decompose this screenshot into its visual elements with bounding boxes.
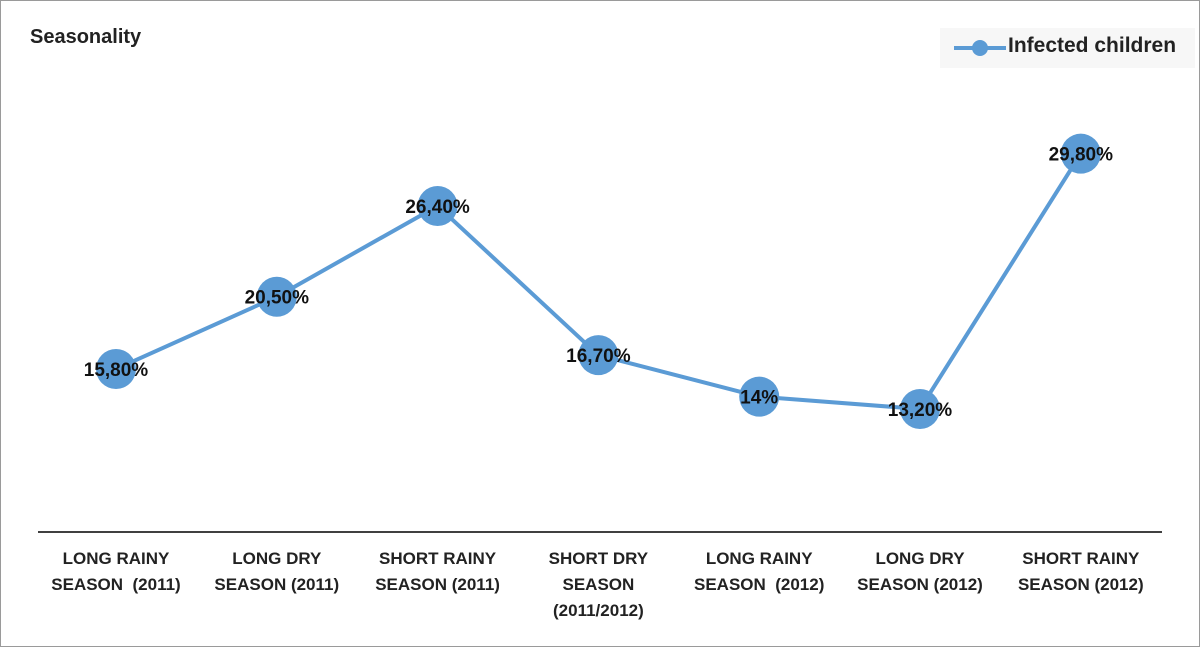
- category-label: SHORT DRY SEASON (2011/2012): [523, 546, 673, 624]
- category-label-line: SHORT DRY: [548, 549, 649, 568]
- category-label: LONG DRY SEASON (2011): [202, 546, 352, 598]
- data-label: 16,70%: [566, 346, 631, 367]
- category-label: SHORT RAINY SEASON (2011): [363, 546, 513, 598]
- category-label-line: SHORT RAINY: [379, 549, 497, 568]
- category-label-line: SEASON (2012): [857, 575, 983, 594]
- category-label-line: LONG DRY: [875, 549, 965, 568]
- data-label: 20,50%: [245, 288, 310, 309]
- category-label: LONG RAINY SEASON (2011): [41, 546, 191, 598]
- category-label: LONG RAINY SEASON (2012): [684, 546, 834, 598]
- data-label: 15,80%: [84, 360, 149, 381]
- data-point: [1060, 133, 1101, 174]
- category-label-line: SEASON (2011): [51, 575, 181, 594]
- data-point: [96, 348, 136, 389]
- category-label-line: SEASON (2012): [693, 575, 825, 594]
- category-label-line: LONG RAINY: [705, 549, 813, 568]
- legend-label: Infected children: [1008, 34, 1177, 57]
- category-label-line: LONG DRY: [232, 549, 322, 568]
- data-point: [739, 376, 780, 417]
- chart-title: Seasonality: [30, 26, 142, 48]
- category-label-line: (2011/2012): [553, 601, 644, 620]
- category-label-line: SEASON (2012): [1017, 575, 1144, 594]
- category-label-line: LONG RAINY: [62, 549, 170, 568]
- data-label: 13,20%: [888, 400, 953, 421]
- category-label: LONG DRY SEASON (2012): [845, 546, 995, 598]
- data-label: 29,80%: [1049, 145, 1114, 166]
- data-label: 26,40%: [405, 197, 470, 218]
- legend-marker: [954, 40, 1006, 56]
- category-label: SHORT RAINY SEASON (2012): [1006, 546, 1156, 598]
- legend: Infected children: [940, 28, 1195, 68]
- category-label-line: SEASON (2011): [375, 575, 500, 594]
- category-label-line: SEASON (2011): [214, 575, 340, 594]
- data-point: [417, 185, 458, 226]
- data-point: [256, 276, 297, 317]
- data-point: [578, 335, 619, 376]
- category-label-line: SEASON: [562, 575, 635, 594]
- category-label-line: SHORT RAINY: [1022, 549, 1140, 568]
- data-label: 14%: [740, 388, 778, 409]
- data-point: [900, 388, 940, 429]
